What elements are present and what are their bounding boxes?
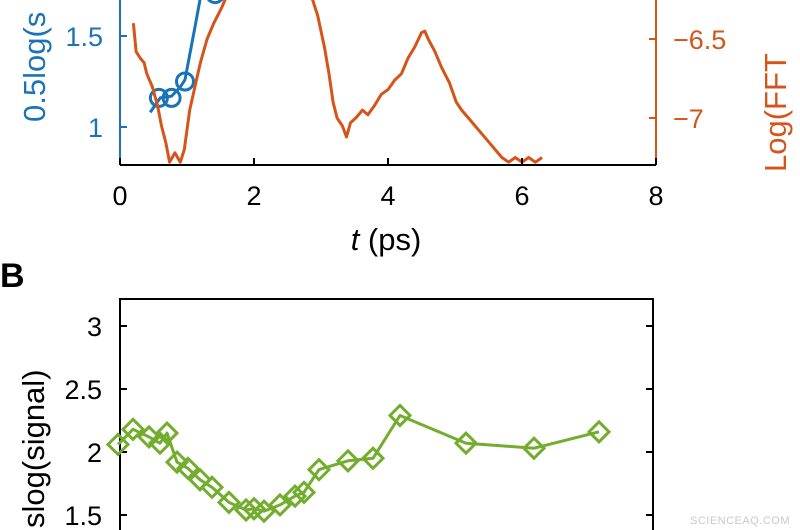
panel-a-x-tick-label: 4 [380,181,395,211]
panel-b-data-point [251,499,277,524]
panel-a-left-y-label: 0.5log(s [17,12,52,122]
panel-a-x-tick-label: 8 [648,181,663,211]
panel-a-x-ticks: 0 2 4 6 8 [112,158,664,211]
panel-b-data-point [586,419,612,444]
panel-b-data-point [335,448,361,473]
panel-b-data-point [306,457,332,482]
panel-a-x-tick-label: 0 [112,181,127,211]
panel-b-data-point [164,449,190,475]
panel-b-data-point [175,456,201,481]
watermark: SCIENCEAQ.COM [690,515,790,527]
panel-b-plot-frame [119,298,654,530]
panel-b-data-point [282,483,308,509]
panel-b-y-ticks: 1.5 2 2.5 3 [64,312,653,530]
panel-b-data-point [453,431,479,456]
panel-b-data-point [387,403,413,428]
panel-b-data-point [120,417,146,442]
panel-a-left-y-ticks: 11.52 [65,22,127,143]
panel-a-x-label-symbol: t [351,222,361,257]
panel-b-data-point [187,467,213,492]
panel-b-data-point [199,475,225,500]
panel-b-y-label: slog(signal) [16,369,51,528]
panel-b-data-point [360,446,386,471]
panel-b-data-point [267,492,293,518]
panel-a-right-y-ticks: −7 −6.5 [649,25,726,134]
panel-a-x-label: t (ps) [351,222,422,257]
panel-b-data-point [521,436,547,461]
panel-a-x-tick-label: 2 [246,181,261,211]
panel-b-y-tick-label: 2 [87,438,102,468]
panel-b-data-point [105,432,131,457]
panel-b-data-point [154,420,180,446]
panel-b-letter: B [0,257,25,295]
panel-a-right-y-label: Log(FFT [758,53,793,172]
panel-b-y-tick-label: 3 [87,312,102,342]
panel-a-x-tick-label: 6 [514,181,529,211]
panel-b-data-point [216,490,242,515]
panel-b-y-tick-label: 2.5 [64,375,102,405]
panel-a-left-y-tick-label: 1.5 [65,22,103,52]
panel-a-data-point [207,0,224,5]
panel-b-plot-series [105,403,612,524]
panel-b-data-point [233,497,259,523]
panel-a: 0 2 4 6 8 11.52 −7 −6.5 0.5log(s Log(FFT t (p… [17,0,793,257]
panel-a-plot-series [131,0,543,164]
panel-a-x-label-unit: (ps) [359,222,421,257]
panel-a-left-y-tick-label: 1 [88,113,103,143]
panel-b-data-point [147,431,173,456]
panel-a-fft-line [131,0,543,164]
panel-b-y-tick-label: 1.5 [64,501,102,530]
panel-b: B 1.5 2 2.5 3 slog(signal) [0,257,654,530]
panel-a-fit-line [148,0,202,114]
panel-a-right-y-tick-label: −6.5 [673,25,726,55]
panel-b-data-point [291,480,317,505]
panel-a-right-y-tick-label: −7 [673,104,704,134]
